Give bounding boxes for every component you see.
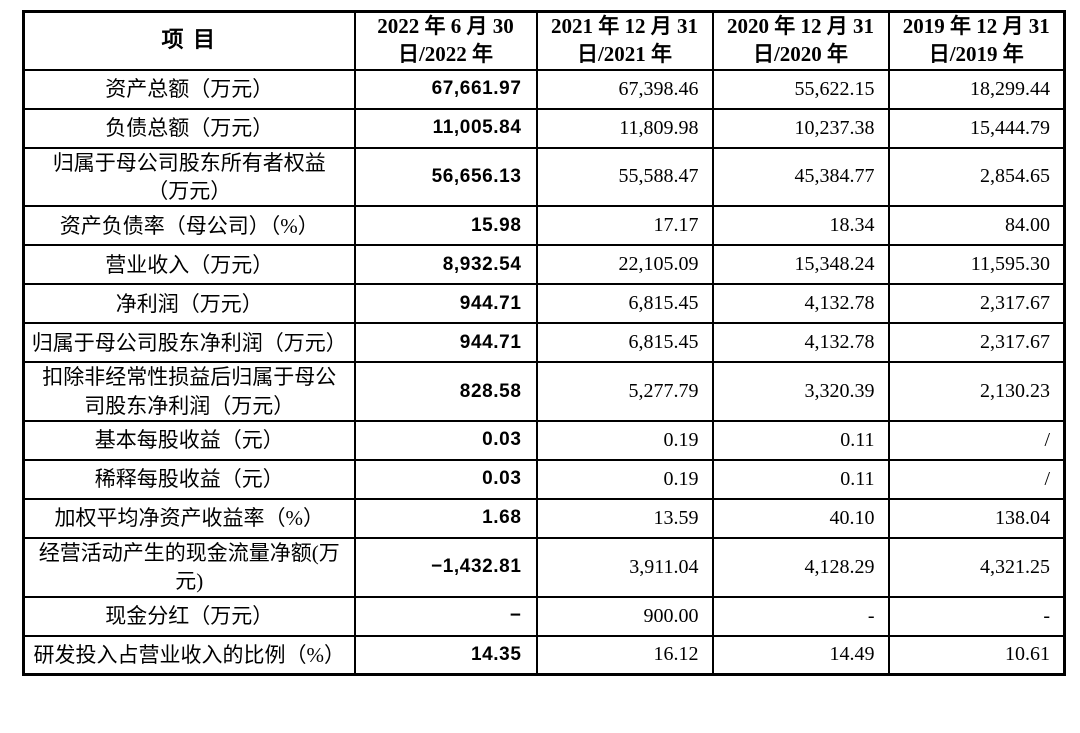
value-2020: 0.11: [711, 419, 890, 461]
value-2019: 2,854.65: [887, 146, 1066, 208]
value-2019: 2,317.67: [887, 322, 1066, 364]
row-label: 营业收入（万元）: [22, 244, 356, 286]
value-2021: 11,809.98: [535, 107, 714, 149]
header-period-2019: 2019 年 12 月 31 日/2019 年: [887, 10, 1066, 71]
table-row-diluted-eps: 稀释每股收益（元） 0.03 0.19 0.11 /: [22, 458, 1066, 500]
row-label: 扣除非经常性损益后归属于母公 司股东净利润（万元）: [22, 361, 356, 422]
value-2019: 2,130.23: [887, 361, 1066, 422]
table-row-cash-dividend: 现金分红（万元） − 900.00 - -: [22, 595, 1066, 637]
value-2022: 56,656.13: [353, 146, 538, 208]
value-2022: 8,932.54: [353, 244, 538, 286]
value-2020: 18.34: [711, 205, 890, 247]
value-2022: 828.58: [353, 361, 538, 422]
row-label: 研发投入占营业收入的比例（%）: [22, 634, 356, 676]
value-2019: 10.61: [887, 634, 1066, 676]
row-label: 归属于母公司股东所有者权益 （万元）: [22, 146, 356, 208]
value-2020: -: [711, 595, 890, 637]
value-2022: 15.98: [353, 205, 538, 247]
row-label: 现金分红（万元）: [22, 595, 356, 637]
value-2019: 15,444.79: [887, 107, 1066, 149]
value-2019: /: [887, 458, 1066, 500]
value-2022: 944.71: [353, 283, 538, 325]
header-period-2022: 2022 年 6 月 30 日/2022 年: [353, 10, 538, 71]
value-2022: 67,661.97: [353, 68, 538, 110]
value-2022: 0.03: [353, 458, 538, 500]
row-label: 稀释每股收益（元）: [22, 458, 356, 500]
value-2021: 55,588.47: [535, 146, 714, 208]
table-row-total-assets: 资产总额（万元） 67,661.97 67,398.46 55,622.15 1…: [22, 68, 1066, 110]
value-2022: −: [353, 595, 538, 637]
row-label: 基本每股收益（元）: [22, 419, 356, 461]
table-row-net-profit: 净利润（万元） 944.71 6,815.45 4,132.78 2,317.6…: [22, 283, 1066, 325]
table-row-rd-ratio: 研发投入占营业收入的比例（%） 14.35 16.12 14.49 10.61: [22, 634, 1066, 676]
value-2019: 4,321.25: [887, 536, 1066, 598]
value-2020: 10,237.38: [711, 107, 890, 149]
value-2022: 11,005.84: [353, 107, 538, 149]
table-row-basic-eps: 基本每股收益（元） 0.03 0.19 0.11 /: [22, 419, 1066, 461]
value-2019: 11,595.30: [887, 244, 1066, 286]
value-2019: 18,299.44: [887, 68, 1066, 110]
value-2019: 2,317.67: [887, 283, 1066, 325]
value-2020: 15,348.24: [711, 244, 890, 286]
value-2021: 17.17: [535, 205, 714, 247]
value-2022: 1.68: [353, 497, 538, 539]
row-label: 经营活动产生的现金流量净额(万 元): [22, 536, 356, 598]
value-2022: 944.71: [353, 322, 538, 364]
row-label: 净利润（万元）: [22, 283, 356, 325]
value-2021: 0.19: [535, 419, 714, 461]
value-2020: 4,132.78: [711, 283, 890, 325]
value-2021: 67,398.46: [535, 68, 714, 110]
value-2020: 3,320.39: [711, 361, 890, 422]
value-2021: 22,105.09: [535, 244, 714, 286]
value-2022: −1,432.81: [353, 536, 538, 598]
table-row-deducted-net-profit: 扣除非经常性损益后归属于母公 司股东净利润（万元） 828.58 5,277.7…: [22, 361, 1066, 422]
value-2019: 138.04: [887, 497, 1066, 539]
value-2021: 5,277.79: [535, 361, 714, 422]
row-label: 负债总额（万元）: [22, 107, 356, 149]
value-2022: 14.35: [353, 634, 538, 676]
row-label: 加权平均净资产收益率（%）: [22, 497, 356, 539]
value-2021: 16.12: [535, 634, 714, 676]
table-row-total-liabilities: 负债总额（万元） 11,005.84 11,809.98 10,237.38 1…: [22, 107, 1066, 149]
value-2021: 0.19: [535, 458, 714, 500]
row-label: 资产总额（万元）: [22, 68, 356, 110]
header-period-2021: 2021 年 12 月 31 日/2021 年: [535, 10, 714, 71]
value-2020: 0.11: [711, 458, 890, 500]
financial-summary-table: 项 目 2022 年 6 月 30 日/2022 年 2021 年 12 月 3…: [22, 10, 1066, 677]
value-2019: /: [887, 419, 1066, 461]
header-row: 项 目 2022 年 6 月 30 日/2022 年 2021 年 12 月 3…: [22, 10, 1066, 71]
value-2021: 3,911.04: [535, 536, 714, 598]
table-row-debt-ratio: 资产负债率（母公司）（%） 15.98 17.17 18.34 84.00: [22, 205, 1066, 247]
table-row-parent-net-profit: 归属于母公司股东净利润（万元） 944.71 6,815.45 4,132.78…: [22, 322, 1066, 364]
value-2019: -: [887, 595, 1066, 637]
value-2020: 4,128.29: [711, 536, 890, 598]
value-2021: 6,815.45: [535, 322, 714, 364]
header-item-column: 项 目: [22, 10, 356, 71]
value-2020: 40.10: [711, 497, 890, 539]
table-row-revenue: 营业收入（万元） 8,932.54 22,105.09 15,348.24 11…: [22, 244, 1066, 286]
value-2020: 55,622.15: [711, 68, 890, 110]
value-2020: 45,384.77: [711, 146, 890, 208]
value-2019: 84.00: [887, 205, 1066, 247]
value-2022: 0.03: [353, 419, 538, 461]
value-2021: 6,815.45: [535, 283, 714, 325]
row-label: 资产负债率（母公司）（%）: [22, 205, 356, 247]
table-row-parent-equity: 归属于母公司股东所有者权益 （万元） 56,656.13 55,588.47 4…: [22, 146, 1066, 208]
row-label: 归属于母公司股东净利润（万元）: [22, 322, 356, 364]
value-2020: 4,132.78: [711, 322, 890, 364]
value-2021: 13.59: [535, 497, 714, 539]
table-row-weighted-roe: 加权平均净资产收益率（%） 1.68 13.59 40.10 138.04: [22, 497, 1066, 539]
header-period-2020: 2020 年 12 月 31 日/2020 年: [711, 10, 890, 71]
value-2021: 900.00: [535, 595, 714, 637]
table-row-operating-cash-flow: 经营活动产生的现金流量净额(万 元) −1,432.81 3,911.04 4,…: [22, 536, 1066, 598]
value-2020: 14.49: [711, 634, 890, 676]
